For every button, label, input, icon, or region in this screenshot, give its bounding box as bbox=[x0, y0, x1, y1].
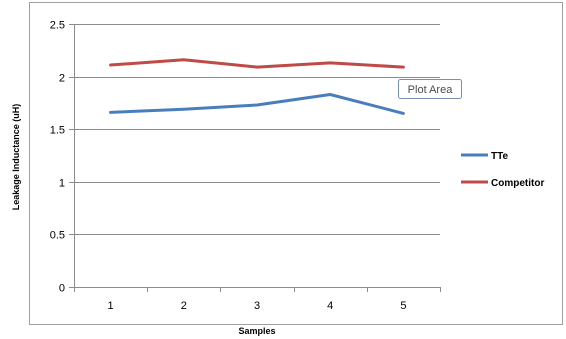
y-tick-label: 2 bbox=[59, 73, 65, 85]
tooltip-box bbox=[398, 79, 462, 99]
y-tick-label: 0 bbox=[59, 283, 65, 295]
chart-border bbox=[29, 2, 563, 325]
axes: 0 0.5 1 1.5 2 2.5 1 2 3 4 5 bbox=[50, 20, 441, 312]
data-point bbox=[109, 111, 112, 114]
y-axis-title: Leakage Inductance (uH) bbox=[11, 104, 21, 211]
gridlines bbox=[74, 24, 440, 235]
legend: TTe Competitor bbox=[461, 151, 544, 189]
data-point bbox=[329, 61, 332, 64]
data-point bbox=[182, 108, 185, 111]
data-point bbox=[109, 64, 112, 67]
x-tick-label: 4 bbox=[327, 300, 333, 312]
x-tick-label: 1 bbox=[108, 300, 114, 312]
data-point bbox=[329, 93, 332, 96]
x-tick-label: 3 bbox=[254, 300, 260, 312]
legend-label: TTe bbox=[491, 151, 508, 162]
y-tick-label: 1.5 bbox=[50, 125, 65, 137]
data-point bbox=[402, 66, 405, 69]
data-point bbox=[256, 104, 259, 107]
x-tick-label: 5 bbox=[400, 300, 406, 312]
y-tick-label: 0.5 bbox=[50, 230, 65, 242]
series-lines bbox=[109, 58, 405, 115]
series-line-tte bbox=[109, 93, 405, 115]
x-axis-title: Samples bbox=[238, 326, 275, 336]
x-tick-label: 2 bbox=[181, 300, 187, 312]
tooltip-label: Plot Area bbox=[408, 84, 454, 96]
y-tick-label: 2.5 bbox=[50, 20, 65, 32]
plot-area-tooltip: Plot Area bbox=[398, 79, 462, 99]
data-point bbox=[402, 112, 405, 115]
y-tick-label: 1 bbox=[59, 178, 65, 190]
series-line-competitor bbox=[109, 58, 405, 69]
data-point bbox=[256, 66, 259, 69]
data-point bbox=[182, 58, 185, 61]
legend-label: Competitor bbox=[491, 178, 544, 189]
